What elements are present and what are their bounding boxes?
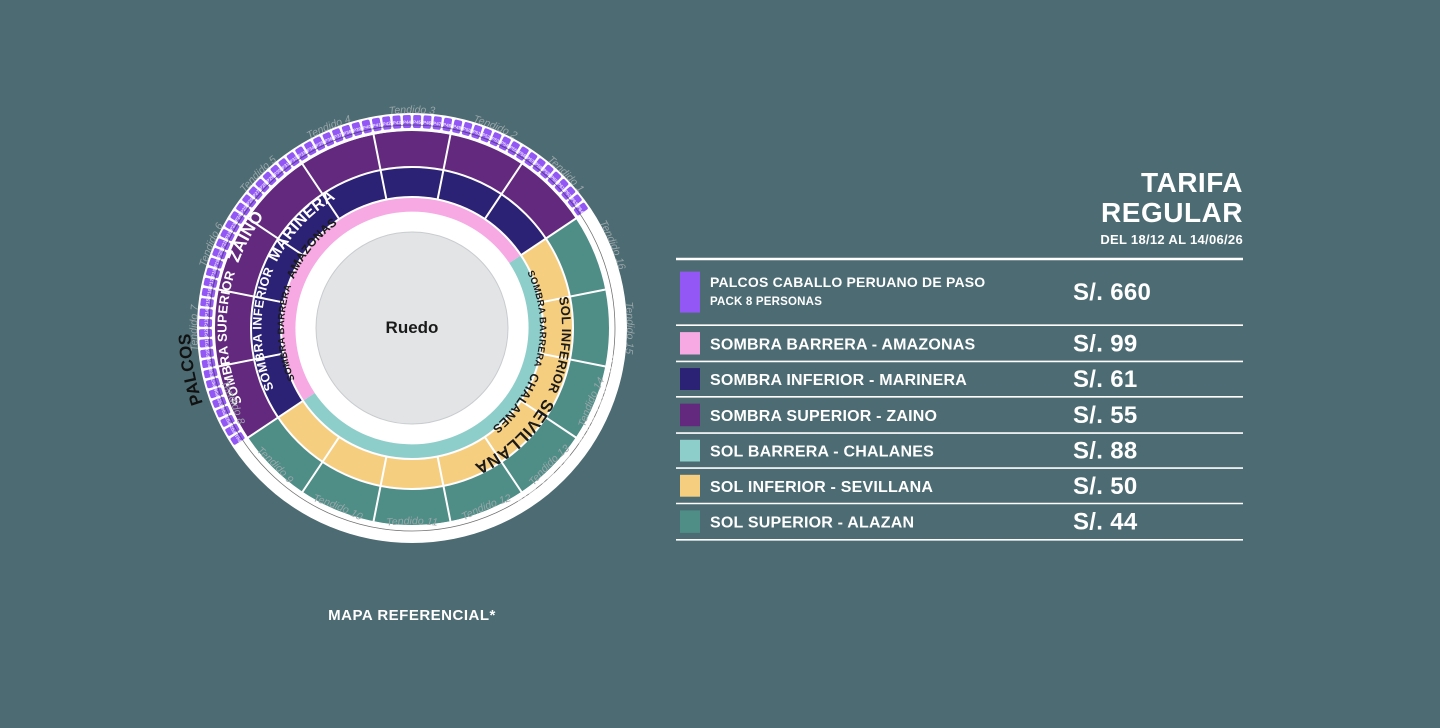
svg-text:S/. 61: S/. 61	[1073, 366, 1138, 393]
svg-text:PACK 8 PERSONAS: PACK 8 PERSONAS	[710, 296, 822, 308]
svg-text:S/. 44: S/. 44	[1073, 509, 1138, 536]
svg-text:Ruedo: Ruedo	[386, 318, 439, 337]
svg-text:SOL BARRERA - CHALANES: SOL BARRERA - CHALANES	[710, 444, 934, 461]
svg-text:S/. 660: S/. 660	[1073, 279, 1151, 306]
svg-text:P13: P13	[204, 318, 209, 327]
svg-text:PALCOS CABALLO PERUANO DE PASO: PALCOS CABALLO PERUANO DE PASO	[710, 274, 985, 290]
svg-text:TARIFA: TARIFA	[1141, 167, 1243, 198]
svg-text:P12: P12	[204, 328, 209, 337]
svg-text:P44: P44	[403, 120, 412, 125]
svg-text:SOMBRA BARRERA - AMAZONAS: SOMBRA BARRERA - AMAZONAS	[710, 336, 976, 353]
svg-text:MAPA REFERENCIAL*: MAPA REFERENCIAL*	[328, 607, 496, 624]
svg-text:SOL SUPERIOR - ALAZAN: SOL SUPERIOR - ALAZAN	[710, 515, 914, 532]
svg-text:P43: P43	[393, 120, 402, 126]
svg-text:SOMBRA SUPERIOR - ZAINO: SOMBRA SUPERIOR - ZAINO	[710, 408, 937, 425]
svg-text:P14: P14	[204, 308, 210, 317]
svg-text:P11: P11	[204, 339, 210, 348]
svg-text:SOMBRA INFERIOR - MARINERA: SOMBRA INFERIOR - MARINERA	[710, 372, 967, 389]
svg-text:Tendido 15: Tendido 15	[622, 301, 636, 355]
svg-text:DEL 18/12 AL 14/06/26: DEL 18/12 AL 14/06/26	[1100, 232, 1243, 247]
svg-text:S/. 88: S/. 88	[1073, 438, 1138, 465]
svg-text:SOL INFERIOR - SEVILLANA: SOL INFERIOR - SEVILLANA	[710, 479, 933, 496]
svg-text:S/. 99: S/. 99	[1073, 330, 1138, 357]
svg-text:P45: P45	[413, 120, 422, 125]
svg-text:Tendido 7: Tendido 7	[188, 303, 201, 352]
svg-text:S/. 50: S/. 50	[1073, 473, 1138, 500]
svg-text:REGULAR: REGULAR	[1101, 197, 1243, 228]
svg-text:S/. 55: S/. 55	[1073, 402, 1138, 429]
svg-text:Tendido 3: Tendido 3	[388, 104, 436, 117]
svg-text:P46: P46	[423, 120, 432, 126]
